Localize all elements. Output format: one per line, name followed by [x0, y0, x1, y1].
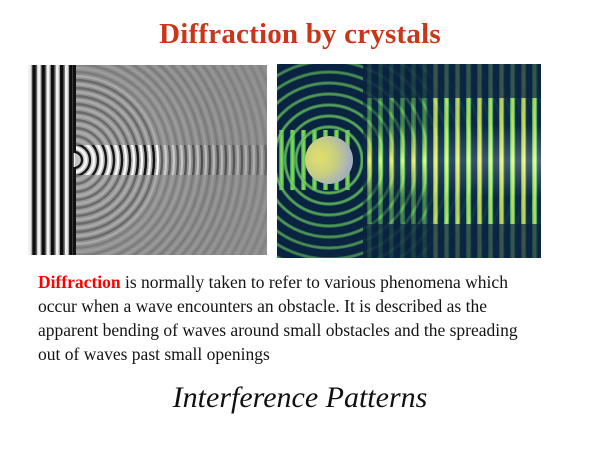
- body-keyword: Diffraction: [38, 272, 121, 292]
- figure-single-slit-diffraction: [28, 65, 267, 255]
- page-title: Diffraction by crystals: [159, 18, 441, 50]
- figure-sphere-scattering: [277, 64, 541, 258]
- single-slit-diffraction-image: [28, 65, 267, 255]
- body-text: is normally taken to refer to various ph…: [38, 272, 518, 364]
- figure-row: [28, 64, 541, 258]
- incident-plane-waves: [28, 65, 76, 255]
- body-paragraph: Diffraction is normally taken to refer t…: [38, 270, 538, 366]
- spherical-obstacle: [305, 136, 353, 184]
- downstream-interference-fringes: [363, 64, 541, 258]
- sphere-scattering-image: [277, 64, 541, 258]
- page-subtitle: Interference Patterns: [172, 381, 428, 414]
